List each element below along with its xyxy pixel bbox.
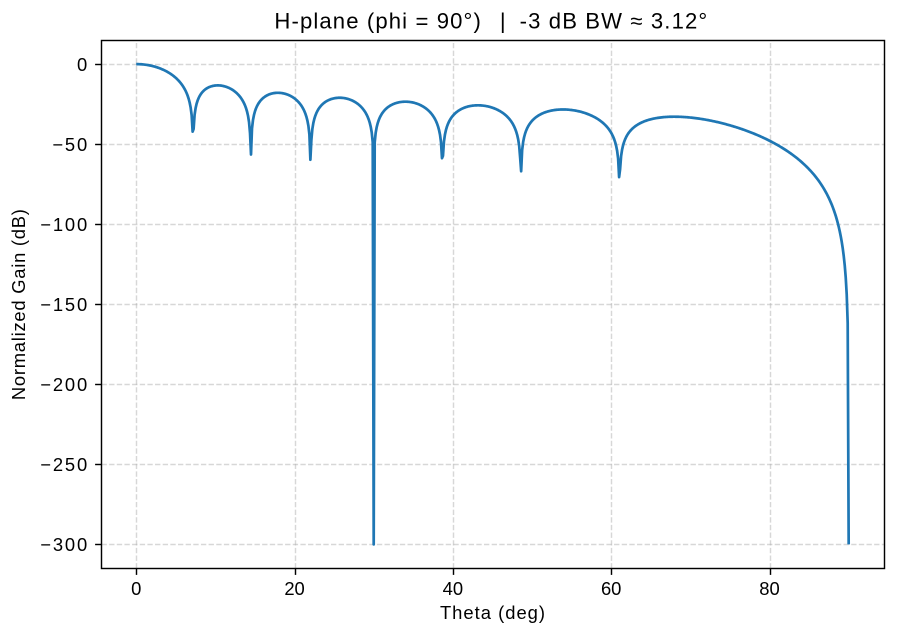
svg-text:−200: −200	[40, 374, 89, 395]
svg-text:|: |	[500, 9, 506, 34]
svg-text:−100: −100	[40, 214, 89, 235]
svg-text:60: 60	[601, 578, 621, 599]
svg-text:−300: −300	[40, 534, 89, 555]
svg-text:−150: −150	[40, 294, 89, 315]
svg-text:Theta (deg): Theta (deg)	[440, 602, 546, 623]
svg-text:−250: −250	[40, 454, 89, 475]
svg-text:20: 20	[284, 578, 304, 599]
svg-text:80: 80	[759, 578, 779, 599]
svg-text:0: 0	[77, 54, 89, 75]
svg-text:-3 dB BW ≈ 3.12°: -3 dB BW ≈ 3.12°	[520, 9, 709, 34]
svg-text:Normalized Gain (dB): Normalized Gain (dB)	[8, 208, 29, 400]
svg-text:40: 40	[443, 578, 463, 599]
svg-text:H-plane (phi = 90°): H-plane (phi = 90°)	[274, 9, 482, 34]
svg-text:0: 0	[131, 578, 141, 599]
svg-text:−50: −50	[52, 134, 89, 155]
